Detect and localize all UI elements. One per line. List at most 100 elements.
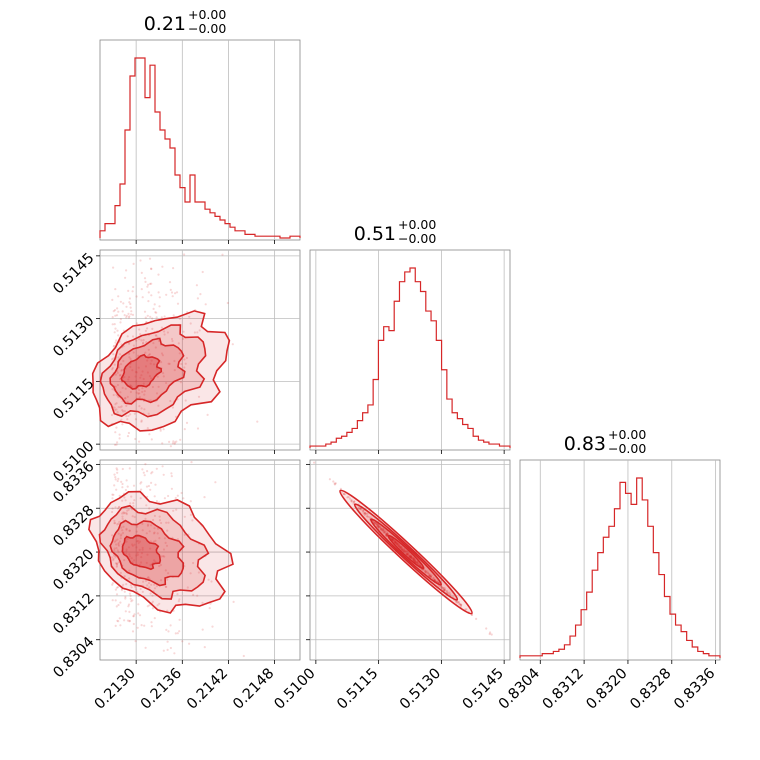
scatter-point: [129, 365, 132, 369]
scatter-point: [173, 359, 176, 363]
scatter-point: [111, 599, 114, 602]
scatter-point: [394, 541, 397, 544]
scatter-point: [485, 627, 488, 630]
scatter-point: [381, 529, 384, 532]
scatter-point: [140, 624, 143, 627]
scatter-point: [154, 334, 157, 337]
scatter-point: [379, 526, 382, 529]
scatter-point: [164, 541, 167, 545]
scatter-point: [198, 329, 201, 332]
scatter-point: [150, 377, 153, 380]
scatter-point: [141, 387, 144, 390]
scatter-point: [128, 301, 131, 304]
scatter-point: [125, 513, 128, 516]
scatter-point: [149, 315, 152, 318]
scatter-point: [135, 322, 138, 325]
scatter-point: [127, 508, 130, 511]
scatter-point: [364, 512, 367, 515]
scatter-point: [438, 581, 441, 585]
scatter-point: [382, 531, 385, 534]
scatter-point: [155, 311, 158, 314]
scatter-point: [177, 600, 180, 603]
scatter-point: [386, 531, 389, 535]
scatter-point: [214, 481, 217, 484]
scatter-point: [173, 652, 176, 655]
scatter-point: [160, 326, 163, 329]
scatter-point: [167, 572, 170, 575]
scatter-point: [146, 553, 149, 556]
scatter-point: [135, 530, 138, 533]
scatter-point: [139, 376, 142, 379]
scatter-point: [113, 555, 116, 558]
scatter-point: [415, 561, 419, 564]
scatter-point: [111, 534, 114, 537]
scatter-point: [143, 310, 147, 313]
scatter-point: [133, 515, 136, 519]
scatter-point: [332, 480, 335, 483]
scatter-point: [142, 341, 145, 344]
scatter-point: [449, 593, 452, 596]
scatter-point: [126, 537, 129, 541]
scatter-point: [206, 413, 209, 416]
scatter-point: [116, 479, 119, 483]
scatter-point: [112, 310, 115, 313]
scatter-point: [203, 496, 206, 499]
x-tick-label: 0.8336: [671, 666, 718, 713]
scatter-point: [111, 366, 114, 370]
scatter-point: [113, 540, 116, 543]
scatter-point: [120, 368, 123, 372]
scatter-point: [413, 558, 416, 561]
title-lower-error: −0.00: [608, 441, 646, 456]
scatter-point: [408, 556, 411, 559]
scatter-point: [409, 556, 412, 559]
scatter-point: [118, 353, 122, 356]
scatter-point: [117, 551, 120, 554]
scatter-point: [125, 550, 128, 553]
scatter-point: [114, 506, 117, 509]
scatter-point: [395, 541, 398, 544]
scatter-point: [412, 559, 415, 562]
scatter-point: [138, 614, 142, 617]
scatter-point: [458, 603, 461, 606]
scatter-point: [445, 590, 448, 593]
scatter-point: [121, 409, 124, 412]
scatter-point: [117, 544, 121, 547]
scatter-point: [150, 282, 153, 285]
scatter-point: [165, 381, 168, 385]
scatter-point: [166, 529, 169, 532]
scatter-point: [119, 571, 122, 575]
scatter-point: [313, 461, 316, 464]
scatter-point: [151, 327, 154, 330]
scatter-point: [114, 385, 117, 388]
scatter-point: [443, 587, 446, 590]
scatter-point: [123, 575, 126, 578]
scatter-point: [377, 525, 380, 529]
x-tick-label: 0.5115: [334, 666, 381, 713]
scatter-point: [379, 525, 382, 528]
scatter-point: [170, 337, 174, 341]
density-contour: [339, 489, 473, 615]
scatter-point: [443, 589, 446, 592]
histogram-step-line: [99, 57, 301, 239]
scatter-point: [432, 577, 435, 580]
scatter-point: [151, 471, 154, 474]
scatter-point: [136, 553, 139, 556]
scatter-point: [189, 322, 192, 325]
scatter-point: [401, 548, 404, 551]
scatter-point: [414, 561, 417, 564]
scatter-point: [129, 594, 132, 598]
density-contour: [98, 504, 210, 600]
scatter-point: [113, 406, 116, 409]
scatter-point: [158, 296, 161, 299]
scatter-point: [400, 548, 403, 551]
scatter-point: [112, 353, 115, 356]
scatter-point: [489, 631, 492, 634]
scatter-point: [122, 359, 125, 363]
scatter-point: [116, 562, 119, 565]
scatter-point: [127, 431, 130, 435]
scatter-point: [402, 549, 405, 553]
scatter-point: [196, 297, 199, 300]
scatter-point: [167, 630, 170, 633]
scatter-point: [124, 595, 127, 599]
scatter-point: [174, 632, 177, 635]
